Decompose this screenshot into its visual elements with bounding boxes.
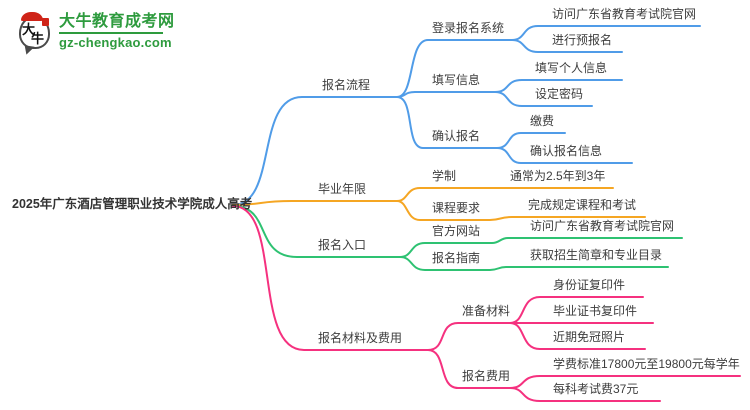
edge-fees-examfee (509, 387, 661, 402)
node-tuition[interactable]: 学费标准17800元至19800元每学年 (553, 357, 740, 371)
logo-divider (59, 32, 163, 34)
edge-root-process (232, 96, 398, 206)
edge-root-years (232, 200, 398, 206)
node-entry[interactable]: 报名入口 (318, 238, 367, 252)
node-prepare[interactable]: 准备材料 (462, 304, 511, 318)
node-login-system[interactable]: 登录报名系统 (432, 21, 505, 35)
node-fill-info[interactable]: 填写信息 (432, 73, 481, 87)
daniu-bull-logo-icon: 大 牛 (18, 12, 52, 56)
node-photo[interactable]: 近期免冠照片 (553, 330, 626, 344)
branch-entry-edges (232, 205, 683, 271)
branch-years-edges (232, 187, 646, 221)
node-guide[interactable]: 报名指南 (432, 251, 481, 265)
logo-text-block: 大牛教育成考网 gz-chengkao.com (59, 12, 175, 50)
node-diploma-copy[interactable]: 毕业证书复印件 (553, 304, 638, 318)
node-materials-fees[interactable]: 报名材料及费用 (318, 331, 403, 345)
logo-red-seal (42, 18, 49, 26)
edge-login-prereg (511, 39, 623, 53)
node-visit-site-1[interactable]: 访问广东省教育考试院官网 (552, 7, 697, 21)
node-course-req[interactable]: 课程要求 (432, 201, 481, 215)
logo-char-niu: 牛 (31, 31, 45, 46)
edge-prepare-photo (509, 322, 646, 350)
node-visit-site-2[interactable]: 访问广东省教育考试院官网 (530, 219, 675, 233)
node-pay-fee[interactable]: 缴费 (530, 114, 555, 128)
root-node[interactable]: 2025年广东酒店管理职业技术学院成人高考 (12, 197, 253, 211)
edge-entry-guide (399, 256, 669, 271)
site-logo[interactable]: 大 牛 大牛教育成考网 gz-chengkao.com (18, 12, 175, 56)
branch-process-edges (232, 25, 701, 206)
edge-entry-website (399, 237, 683, 258)
logo-red-cap (21, 12, 43, 21)
edge-process-login (396, 39, 513, 98)
edge-root-materials (232, 205, 429, 351)
edge-years-course (396, 200, 646, 221)
node-confirm-info[interactable]: 确认报名信息 (530, 144, 603, 158)
node-set-password[interactable]: 设定密码 (535, 87, 584, 101)
edge-materials-fees (427, 349, 511, 389)
branch-materials-edges (232, 205, 741, 402)
edge-process-fillinfo (396, 91, 496, 98)
node-grad-years[interactable]: 毕业年限 (318, 182, 367, 196)
node-course-value[interactable]: 完成规定课程和考试 (528, 198, 637, 212)
edge-confirm-confirminfo (496, 147, 633, 164)
logo-title: 大牛教育成考网 (59, 13, 175, 30)
edge-fillinfo-password (494, 91, 593, 107)
node-exam-fee[interactable]: 每科考试费37元 (553, 382, 639, 396)
edge-materials-prepare (427, 322, 511, 351)
node-guide-value[interactable]: 获取招生简章和专业目录 (530, 248, 663, 262)
node-personal-info[interactable]: 填写个人信息 (535, 61, 608, 75)
logo-domain: gz-chengkao.com (59, 35, 172, 50)
logo-char-da: 大 (22, 22, 36, 37)
node-fees[interactable]: 报名费用 (462, 369, 511, 383)
node-process[interactable]: 报名流程 (322, 78, 371, 92)
node-official-site[interactable]: 官方网站 (432, 224, 481, 238)
node-xuezhi[interactable]: 学制 (432, 169, 457, 183)
edge-root-entry (232, 205, 401, 258)
node-id-copy[interactable]: 身份证复印件 (553, 278, 626, 292)
node-xuezhi-value[interactable]: 通常为2.5年到3年 (510, 169, 606, 183)
node-pre-register[interactable]: 进行预报名 (552, 33, 613, 47)
edge-process-confirm (396, 96, 498, 149)
node-confirm[interactable]: 确认报名 (432, 129, 481, 143)
